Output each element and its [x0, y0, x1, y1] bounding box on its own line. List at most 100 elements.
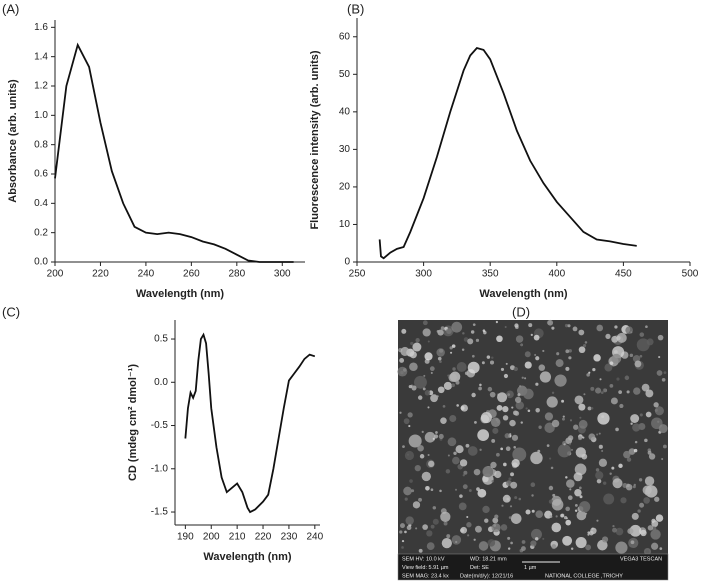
sem-particle [406, 525, 412, 531]
sem-particle [411, 489, 415, 493]
sem-particle [500, 447, 504, 451]
sem-particle [462, 484, 468, 490]
sem-particle [630, 422, 633, 425]
sem-particle [625, 483, 633, 491]
sem-particle [626, 457, 632, 462]
sem-particle [615, 541, 628, 554]
x-tick-label: 240 [306, 532, 323, 543]
sem-particle [576, 510, 587, 521]
sem-particle [432, 506, 437, 510]
x-tick-label: 260 [183, 269, 200, 280]
sem-particle [508, 477, 512, 481]
sem-particle [597, 539, 608, 551]
y-tick-label: -1.5 [151, 507, 169, 518]
sem-particle [422, 320, 428, 326]
sem-particle [593, 354, 601, 362]
sem-particle [491, 356, 494, 359]
sem-particle [455, 488, 458, 491]
sem-particle [658, 355, 661, 359]
sem-particle [598, 432, 601, 435]
sem-particle [482, 466, 494, 478]
sem-particle [574, 488, 582, 497]
sem-particle [492, 427, 499, 434]
sem-particle [467, 361, 480, 374]
x-tick-label: 210 [229, 532, 246, 543]
sem-particle [598, 458, 608, 467]
sem-particle [600, 391, 604, 394]
sem-particle [579, 453, 583, 457]
sem-particle [616, 377, 620, 381]
sem-particle [533, 334, 540, 341]
sem-particle [494, 514, 499, 519]
sem-particle [496, 405, 503, 411]
y-tick-label: 0.6 [34, 169, 48, 180]
sem-particle [566, 479, 575, 488]
sem-particle [465, 443, 470, 448]
sem-particle [504, 325, 507, 328]
sem-particle [455, 445, 464, 454]
sem-particle [500, 524, 508, 531]
sem-particle [587, 533, 590, 536]
sem-particle [556, 352, 560, 356]
sem-particle [530, 540, 537, 547]
sem-particle [548, 485, 554, 491]
sem-particle [453, 451, 457, 456]
sem-particle [643, 497, 650, 504]
sem-particle [542, 349, 545, 353]
panel-label: (B) [347, 1, 364, 16]
sem-image: SEM HV: 10.0 kV WD: 18.21 mm VEGA3 TESCAN V… [397, 319, 669, 581]
sem-particle [507, 393, 511, 396]
sem-particle [468, 489, 472, 492]
y-tick-label: 50 [339, 69, 351, 80]
sem-particle [514, 411, 520, 416]
sem-particle [424, 390, 431, 396]
sem-particle [404, 450, 415, 461]
sem-particle [451, 344, 456, 348]
sem-particle [596, 519, 599, 522]
sem-particle [582, 436, 585, 439]
sem-particle [439, 489, 442, 493]
sem-particle [509, 419, 516, 427]
sem-particle [509, 432, 512, 436]
sem-particle [560, 513, 565, 518]
y-tick-label: 1.6 [34, 22, 48, 33]
sem-particle [537, 449, 541, 453]
sem-particle [588, 371, 591, 374]
sem-particle [401, 546, 404, 549]
panel-label: (D) [512, 304, 530, 319]
sem-particle [495, 320, 499, 324]
sem-particle [630, 540, 635, 545]
sem-particle [585, 512, 588, 515]
sem-particle [595, 471, 604, 480]
sem-particle [625, 326, 633, 334]
sem-particle [455, 540, 458, 544]
sem-particle [447, 374, 450, 377]
y-tick-label: 0.4 [34, 198, 48, 209]
sem-particle [534, 537, 539, 541]
sem-particle [520, 421, 523, 424]
y-tick-label: 1.0 [34, 110, 48, 121]
sem-particle [452, 456, 460, 465]
sem-particle [629, 524, 642, 537]
sem-particle [631, 512, 639, 520]
sem-particle [437, 386, 445, 394]
x-tick-label: 450 [615, 269, 632, 280]
sem-particle [561, 399, 565, 403]
sem-particle [427, 453, 430, 456]
y-tick-label: -0.5 [151, 420, 169, 431]
sem-particle [639, 413, 643, 417]
sem-particle [403, 368, 407, 372]
sem-particle [528, 323, 533, 328]
sem-particle [632, 485, 636, 489]
sem-particle [530, 333, 533, 337]
sem-particle [546, 396, 558, 408]
sem-info: Date(m/d/y): 12/21/16 [460, 573, 513, 579]
sem-particle [514, 396, 522, 404]
sem-particle [601, 415, 605, 419]
sem-particle [427, 406, 430, 409]
sem-particle [632, 423, 641, 432]
sem-particle [590, 406, 594, 410]
sem-particle [424, 352, 433, 361]
sem-particle [440, 326, 445, 331]
